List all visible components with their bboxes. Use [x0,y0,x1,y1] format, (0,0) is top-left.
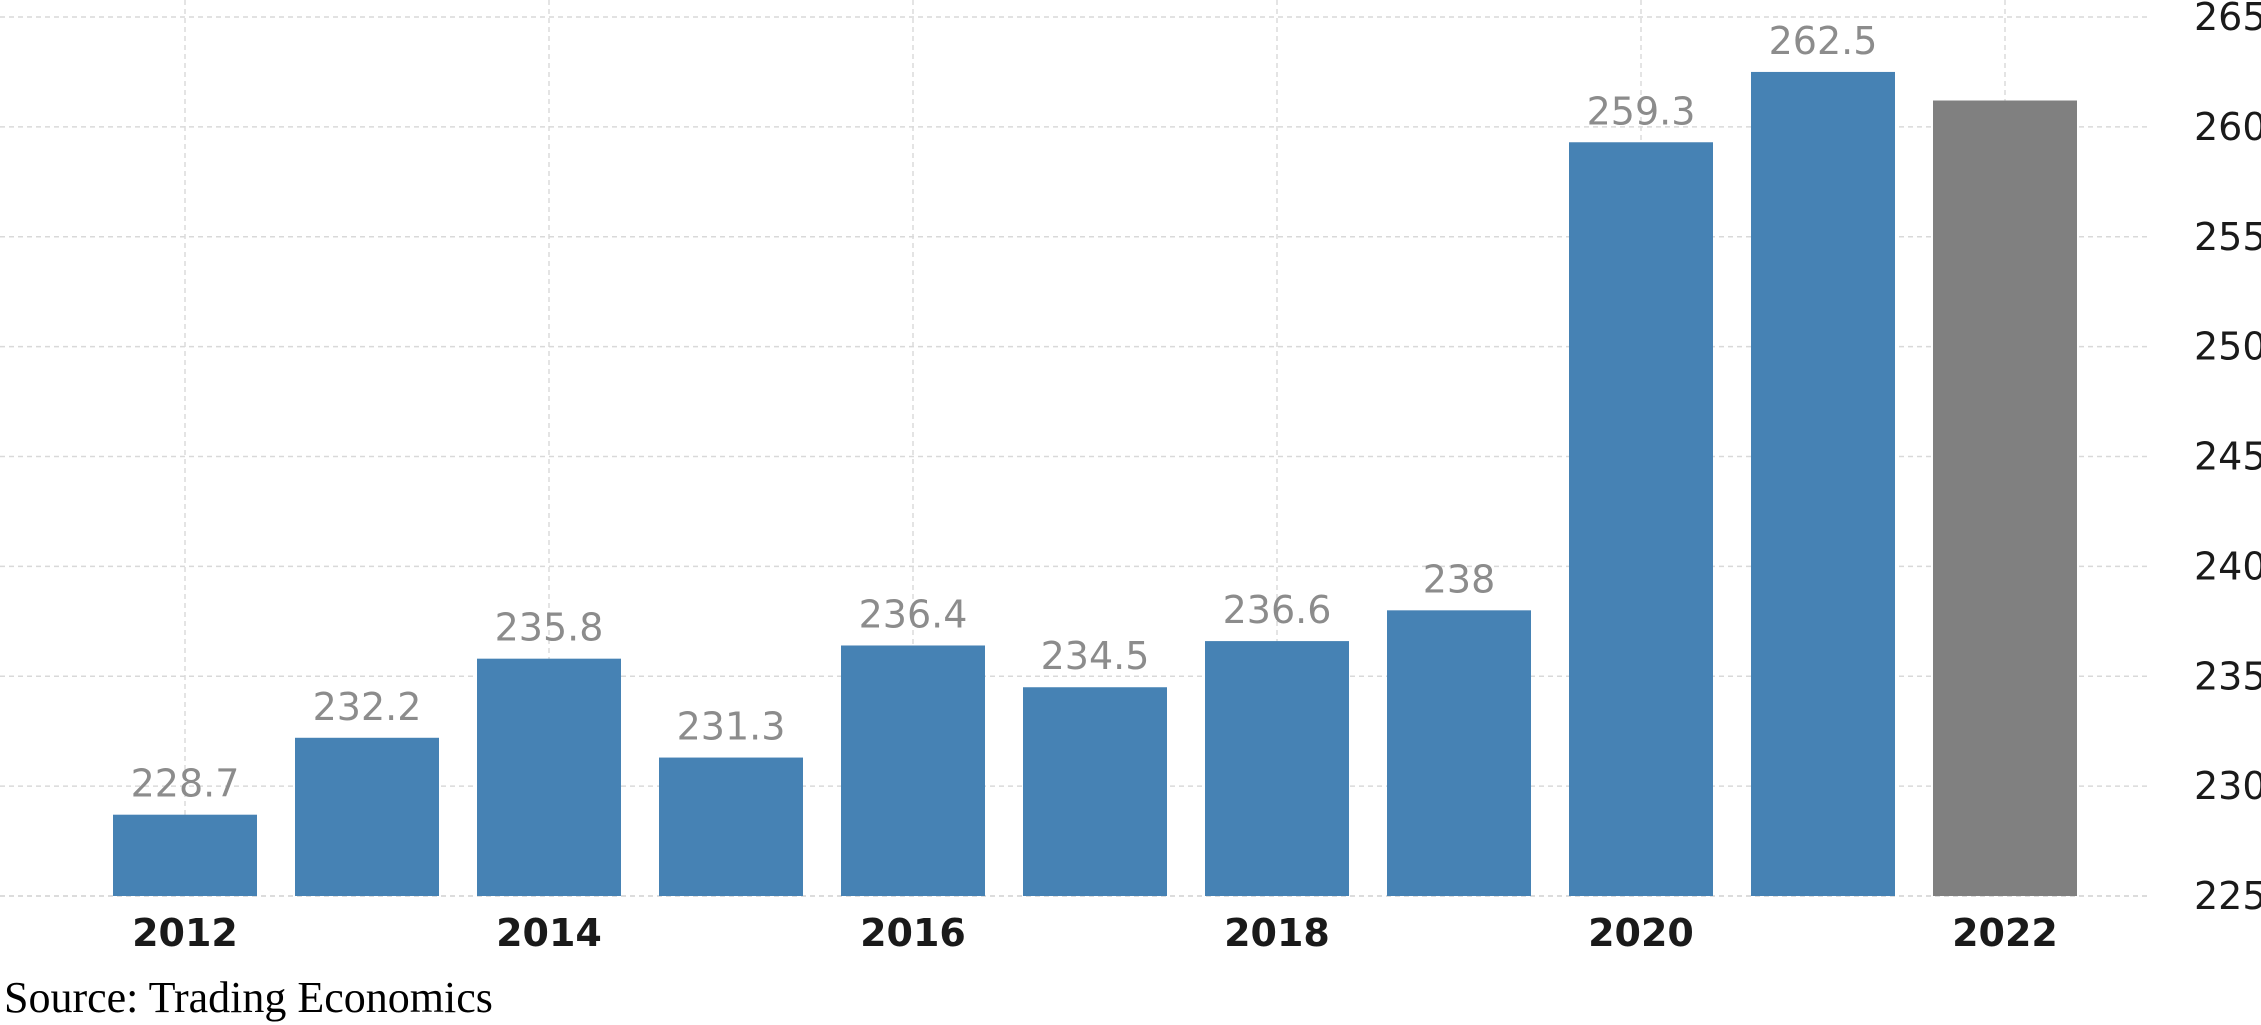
data-label-2017: 234.5 [1041,634,1150,678]
data-label-2016: 236.4 [859,592,968,636]
data-labels: 228.7 232.2 235.8 231.3 236.4 234.5 236.6 238 25… [131,19,1878,806]
bar-2012 [113,814,257,896]
x-tick-label: 2022 [1952,911,2058,955]
bar-2013 [295,737,439,896]
y-tick-label: 225 [2194,874,2261,918]
x-axis-ticks: 2012 2014 2016 2018 2020 2022 [132,911,2058,955]
data-label-2013: 232.2 [313,685,422,729]
y-tick-label: 245 [2194,435,2261,479]
x-tick-label: 2014 [496,911,602,955]
y-tick-label: 240 [2194,544,2261,588]
y-tick-label: 250 [2194,325,2261,369]
y-tick-label: 260 [2194,105,2261,149]
data-label-2020: 259.3 [1587,89,1696,133]
data-label-2021: 262.5 [1769,19,1878,63]
y-tick-label: 230 [2194,764,2261,808]
y-tick-label: 255 [2194,215,2261,259]
x-tick-label: 2020 [1588,911,1694,955]
data-label-2018: 236.6 [1223,588,1332,632]
x-tick-label: 2018 [1224,911,1330,955]
bar-2018 [1205,641,1349,896]
bar-2015 [659,757,803,896]
bar-2022 [1933,100,2077,896]
data-label-2014: 235.8 [495,606,604,650]
y-axis-ticks: 225 230 235 240 245 250 255 260 265 [2194,0,2261,918]
bar-2019 [1387,610,1531,896]
bar-2021 [1751,71,1895,896]
bar-2017 [1023,687,1167,896]
bar-2014 [477,658,621,896]
x-tick-label: 2012 [132,911,238,955]
y-tick-label: 235 [2194,654,2261,698]
data-label-2012: 228.7 [131,762,240,806]
bar-2016 [841,645,985,896]
bars [113,71,2077,896]
data-label-2015: 231.3 [677,705,786,749]
data-label-2019: 238 [1423,557,1496,601]
x-tick-label: 2016 [860,911,966,955]
y-tick-label: 265 [2194,0,2261,39]
source-note: Source: Trading Economics [4,973,493,1022]
bar-2020 [1569,142,1713,896]
